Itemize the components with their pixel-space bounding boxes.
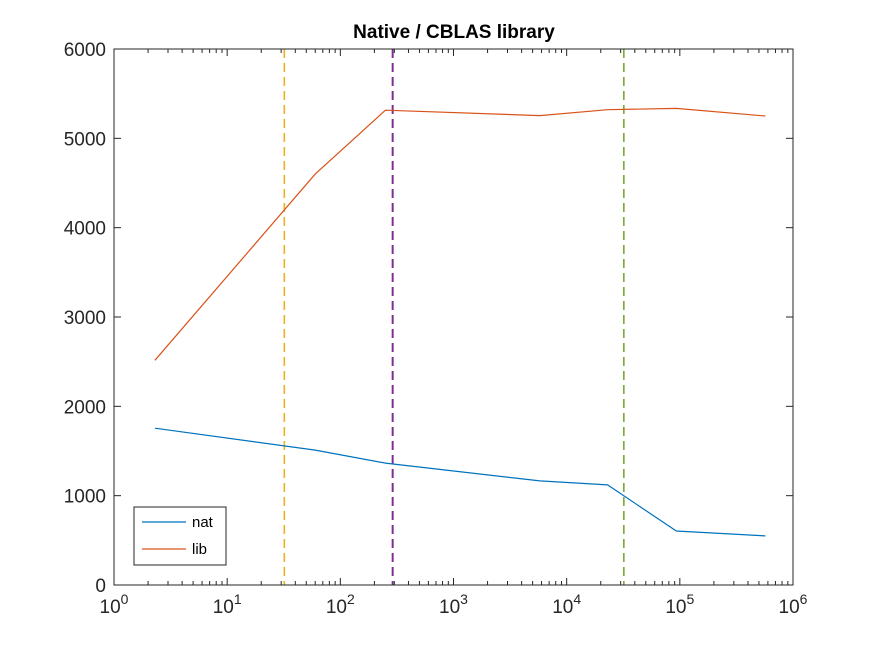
y-tick-label: 5000 (64, 129, 106, 150)
series-lines (154, 107, 766, 537)
legend: nat lib (133, 506, 227, 566)
axes: 0 1000 2000 3000 4000 5000 6000 100 101 102 103 104… (64, 40, 808, 618)
legend-label-lib: lib (192, 541, 207, 558)
x-tick-label: 104 (552, 591, 581, 618)
y-tick-label: 1000 (64, 487, 106, 508)
series-line-lib (154, 107, 766, 361)
series-line-nat (154, 427, 766, 537)
x-tick-label: 103 (439, 591, 468, 618)
legend-box (133, 506, 227, 566)
x-tick-label: 105 (665, 591, 694, 618)
x-tick-label: 106 (779, 591, 808, 618)
legend-label-nat: nat (192, 514, 214, 531)
plot-area (114, 49, 793, 585)
y-tick-label: 6000 (64, 40, 106, 61)
y-tick-label: 0 (95, 576, 106, 597)
y-tick-label: 4000 (64, 219, 106, 240)
chart-title: Native / CBLAS library (353, 22, 555, 43)
y-tick-label: 2000 (64, 397, 106, 418)
x-tick-label: 102 (326, 591, 355, 618)
x-tick-label: 100 (100, 591, 129, 618)
y-tick-label: 3000 (64, 308, 106, 329)
x-tick-label: 101 (213, 591, 242, 618)
vertical-lines (283, 49, 625, 585)
